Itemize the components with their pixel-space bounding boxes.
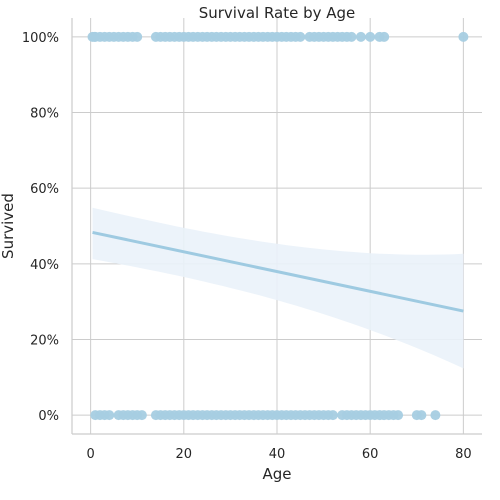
data-points: [87, 31, 469, 421]
x-axis-ticks: 0 20 40 60 80: [86, 447, 471, 462]
y-tick-label: 40%: [30, 258, 59, 273]
data-point: [416, 410, 427, 421]
y-tick-label: 0%: [38, 409, 59, 424]
chart-title: Survival Rate by Age: [199, 4, 356, 22]
y-tick-label: 100%: [22, 31, 59, 46]
x-tick-label: 40: [269, 447, 286, 462]
data-point: [393, 410, 404, 421]
data-point: [132, 31, 143, 42]
data-point: [104, 410, 115, 421]
regression-line: [92, 230, 464, 313]
data-point: [430, 410, 441, 421]
y-axis-ticks: 0% 20% 40% 60% 80% 100%: [22, 31, 59, 424]
data-point: [327, 410, 338, 421]
data-point: [136, 410, 147, 421]
data-point: [379, 31, 390, 42]
x-tick-label: 80: [455, 447, 472, 462]
confidence-band: [92, 207, 464, 369]
data-point: [355, 31, 366, 42]
data-point: [365, 31, 376, 42]
y-tick-label: 20%: [30, 333, 59, 348]
x-tick-label: 60: [362, 447, 379, 462]
y-axis-label: Survived: [0, 193, 17, 259]
x-axis-label: Age: [262, 465, 291, 483]
y-tick-label: 80%: [30, 107, 59, 122]
data-point: [458, 31, 469, 42]
data-point: [346, 31, 357, 42]
data-point: [295, 31, 306, 42]
x-tick-label: 0: [86, 447, 94, 462]
axis-spines: [71, 18, 482, 435]
y-tick-label: 60%: [30, 182, 59, 197]
x-tick-label: 20: [176, 447, 193, 462]
